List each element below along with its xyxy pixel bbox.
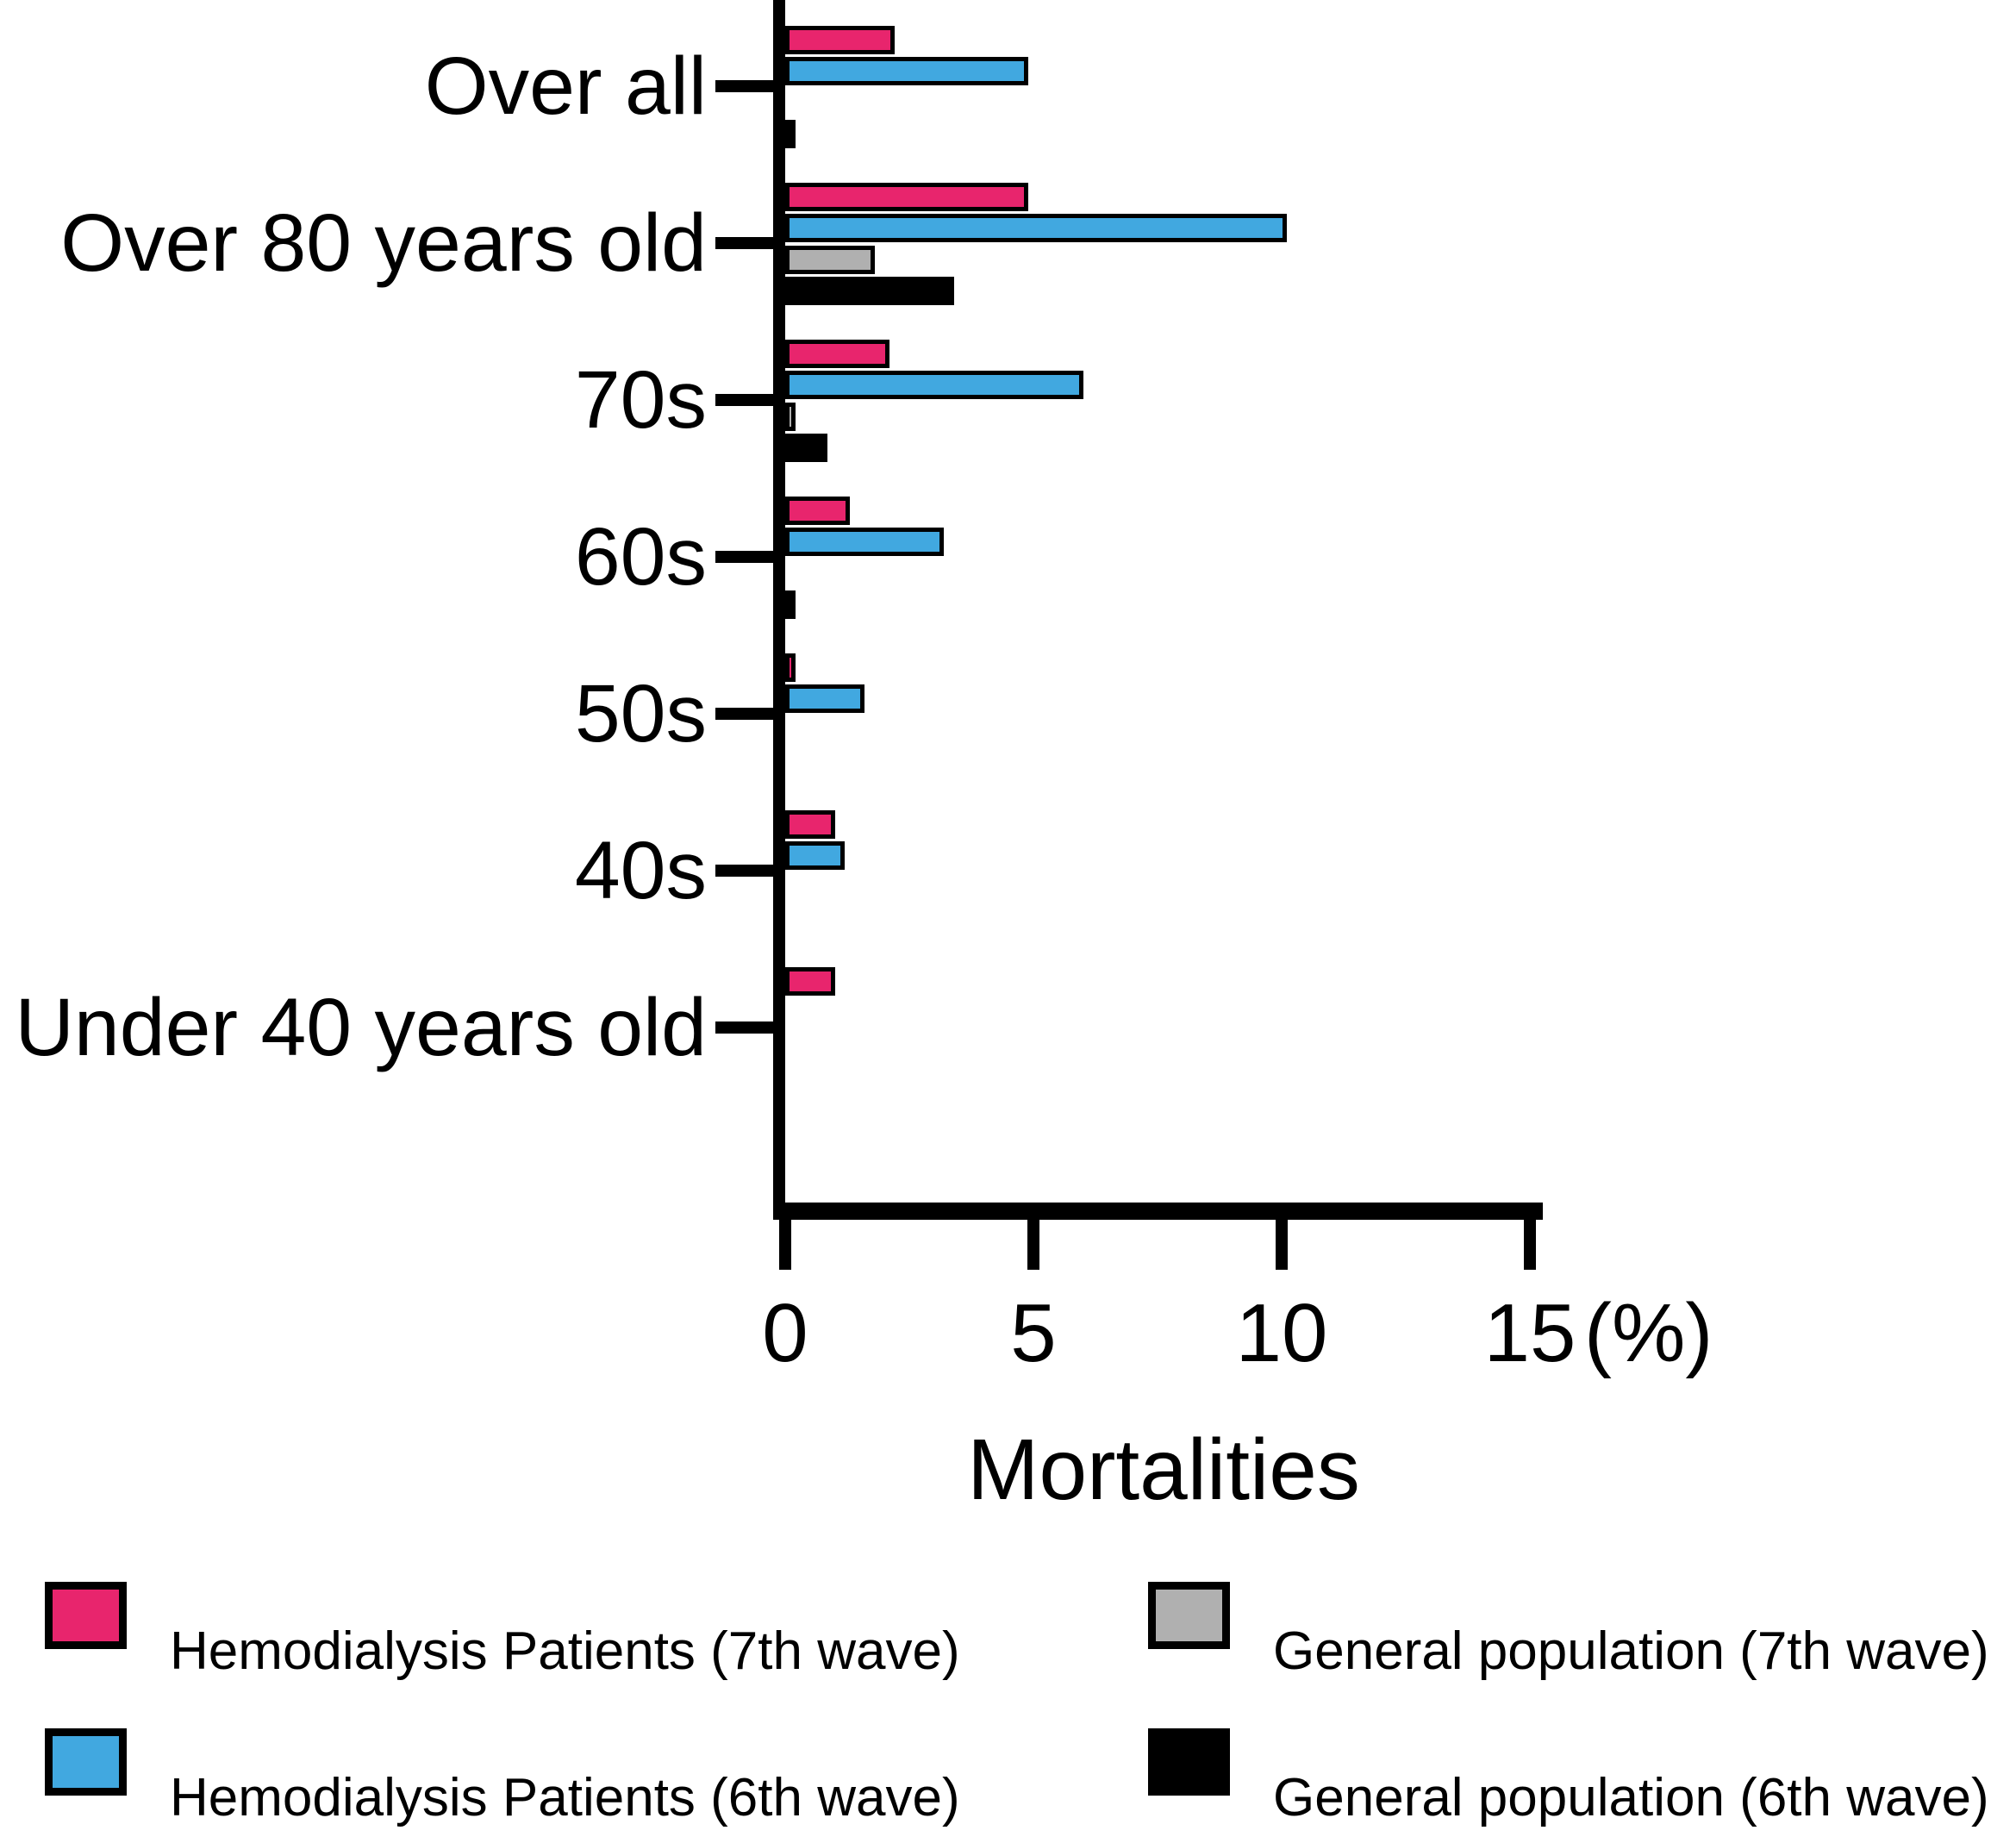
legend-label: Hemodialysis Patients (7th wave) — [170, 1621, 960, 1681]
bar-general-population-6th-wave — [785, 120, 796, 148]
plot-area: (%) Mortalities Over all Over 80 years ol… — [15, 0, 1713, 1518]
category-label: Under 40 years old — [15, 982, 707, 1073]
bar-general-population-7th-wave — [785, 246, 875, 274]
legend-label: General population (7th wave) — [1273, 1621, 1989, 1681]
bar-hemodialysis-patients-7th-wave — [785, 497, 850, 525]
legend-item-general-population-7th-wave: General population (7th wave) — [1148, 1582, 1989, 1685]
category-label: 70s — [574, 354, 707, 446]
bar-hemodialysis-patients-7th-wave — [785, 340, 889, 368]
legend-swatch-general-population-7th-wave — [1148, 1582, 1230, 1649]
bar-hemodialysis-patients-6th-wave — [785, 528, 944, 556]
x-axis-unit: (%) — [1584, 1287, 1713, 1379]
bar-hemodialysis-patients-7th-wave — [785, 183, 1028, 211]
legend: Hemodialysis Patients (7th wave) Hemodia… — [0, 1569, 2016, 1843]
bar-general-population-6th-wave — [785, 434, 827, 462]
legend-swatch-general-population-6th-wave — [1148, 1728, 1230, 1796]
y-axis-tick — [715, 551, 773, 563]
bar-hemodialysis-patients-7th-wave — [785, 653, 796, 682]
y-axis-tick — [715, 80, 773, 92]
category-label: 40s — [574, 825, 707, 916]
x-axis-tick-label: 5 — [1010, 1287, 1057, 1379]
bar-general-population-6th-wave — [785, 277, 954, 305]
bar-hemodialysis-patients-7th-wave — [785, 26, 895, 54]
y-axis-tick — [715, 394, 773, 406]
y-axis-tick — [715, 237, 773, 249]
bar-general-population-6th-wave — [785, 590, 796, 619]
legend-item-general-population-6th-wave: General population (6th wave) — [1148, 1728, 1989, 1832]
bar-hemodialysis-patients-7th-wave — [785, 810, 835, 839]
y-axis-line — [773, 0, 785, 1220]
legend-item-hemodialysis-6th-wave: Hemodialysis Patients (6th wave) — [45, 1728, 960, 1832]
legend-swatch-hemodialysis-6th-wave — [45, 1728, 127, 1796]
category-label: 60s — [574, 511, 707, 603]
legend-item-hemodialysis-7th-wave: Hemodialysis Patients (7th wave) — [45, 1582, 960, 1685]
x-axis-line — [773, 1203, 1543, 1220]
bar-general-population-7th-wave — [785, 403, 796, 431]
y-axis-tick — [715, 708, 773, 720]
x-axis-tick-label: 0 — [762, 1287, 808, 1379]
x-axis-tick — [779, 1220, 791, 1270]
legend-label: General population (6th wave) — [1273, 1768, 1989, 1827]
x-axis-tick — [1027, 1220, 1039, 1270]
category-label: Over all — [424, 41, 707, 132]
legend-label: Hemodialysis Patients (6th wave) — [170, 1768, 960, 1827]
y-axis-tick — [715, 1021, 773, 1034]
x-axis-tick — [1276, 1220, 1288, 1270]
category-label: Over 80 years old — [60, 197, 707, 289]
bar-hemodialysis-patients-6th-wave — [785, 371, 1083, 399]
x-axis-tick-label: 10 — [1235, 1287, 1328, 1379]
x-axis-tick — [1524, 1220, 1536, 1270]
bar-hemodialysis-patients-7th-wave — [785, 967, 835, 996]
x-axis-tick-label: 15 — [1483, 1287, 1576, 1379]
bar-hemodialysis-patients-6th-wave — [785, 57, 1028, 85]
bar-hemodialysis-patients-6th-wave — [785, 684, 864, 713]
bar-hemodialysis-patients-6th-wave — [785, 841, 845, 870]
category-label: 50s — [574, 668, 707, 759]
legend-swatch-hemodialysis-7th-wave — [45, 1582, 127, 1649]
bar-hemodialysis-patients-6th-wave — [785, 214, 1287, 242]
y-axis-tick — [715, 865, 773, 877]
x-axis-title: Mortalities — [967, 1421, 1360, 1518]
